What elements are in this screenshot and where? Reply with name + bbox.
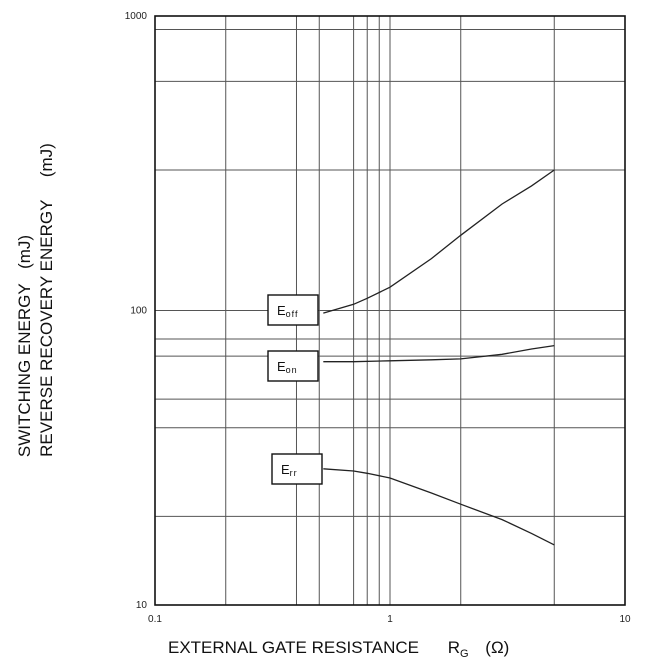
x-tick-label: 0.1	[148, 614, 162, 625]
series-line-err	[323, 468, 555, 546]
y-axis-title-2-text: REVERSE RECOVERY ENERGY	[37, 200, 56, 457]
x-axis-unit: (Ω)	[485, 638, 509, 657]
series-label-eon: Eon	[267, 350, 319, 382]
x-axis-title: EXTERNAL GATE RESISTANCE RG (Ω)	[168, 638, 509, 661]
y-axis-title-1-text: SWITCHING ENERGY	[15, 284, 34, 457]
series-label-eoff: Eoff	[267, 294, 319, 326]
series-labels: Eoff Eon Err	[267, 294, 323, 485]
x-axis-symbol: R	[448, 638, 460, 657]
y-axis-title-2: REVERSE RECOVERY ENERGY (mJ)	[37, 143, 56, 457]
y-axis-title-1-unit: (mJ)	[15, 235, 34, 269]
y-axis-title-2-unit: (mJ)	[37, 143, 56, 177]
y-axis-title-1: SWITCHING ENERGY (mJ)	[15, 235, 34, 457]
label-box	[271, 453, 323, 485]
label-box	[267, 350, 319, 382]
x-tick-label: 1	[387, 614, 393, 625]
series-line-eon	[323, 344, 555, 363]
x-axis-subscript: G	[460, 648, 469, 660]
label-text: Eon	[277, 359, 298, 375]
y-tick-label: 1000	[125, 11, 148, 22]
grid-lines	[155, 16, 625, 605]
x-tick-label: 10	[619, 614, 631, 625]
y-tick-label: 10	[136, 600, 148, 611]
label-text: Eoff	[277, 303, 299, 319]
label-box	[267, 294, 319, 326]
y-tick-label: 100	[130, 306, 147, 317]
series-line-eoff	[323, 169, 555, 314]
x-axis-title-main: EXTERNAL GATE RESISTANCE	[168, 638, 419, 657]
label-text: Err	[281, 462, 298, 478]
plot-frame	[154, 15, 626, 606]
series-label-err: Err	[271, 453, 323, 485]
series-curves	[323, 169, 555, 546]
tick-labels: 0.1 1 10 10 100 1000	[125, 11, 631, 625]
